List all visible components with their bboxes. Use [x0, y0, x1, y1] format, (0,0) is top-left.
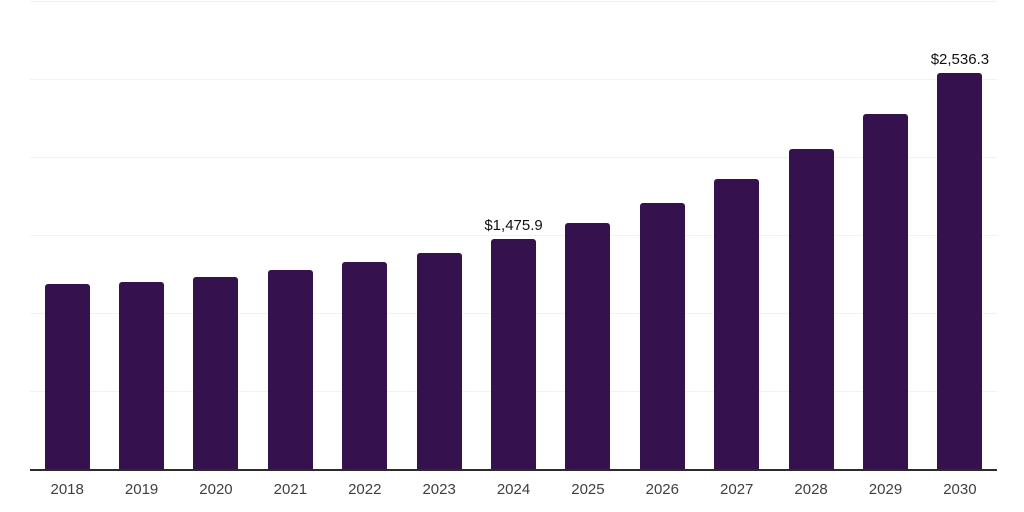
x-axis-labels: 2018 2019 2020 2021 2022 2023 2024 2025 2026 2027… [30, 480, 997, 500]
x-tick-2025: 2025 [571, 481, 605, 498]
bar-slot-2025 [551, 1, 625, 469]
bar-slot-2028 [774, 1, 848, 469]
x-tick-2020: 2020 [199, 481, 233, 498]
bar-slot-2030: $2,536.3 [923, 1, 997, 469]
bar-2020 [193, 276, 239, 469]
bar-2027 [714, 178, 760, 469]
x-tick-2022: 2022 [348, 481, 382, 498]
bar-slot-2022 [328, 1, 402, 469]
bar-2030 [937, 73, 983, 469]
bar-slot-2027 [700, 1, 774, 469]
value-label-2030: $2,536.3 [930, 51, 990, 69]
x-tick-2029: 2029 [868, 481, 903, 498]
bar-2022 [342, 262, 388, 469]
gridline [30, 235, 997, 236]
gridline [30, 157, 997, 158]
x-tick-2019: 2019 [124, 481, 159, 498]
bar-2024 [491, 238, 537, 469]
bar-2021 [267, 270, 313, 469]
value-label-2024: $1,475.9 [484, 216, 543, 234]
bar-slot-2023 [402, 1, 476, 469]
bar-2018 [44, 283, 90, 469]
x-tick-2023: 2023 [422, 481, 456, 498]
bars-row: $1,475.9 $2,536.3 [30, 1, 997, 469]
x-tick-2021: 2021 [273, 481, 308, 498]
x-tick-2028: 2028 [794, 481, 828, 498]
plot-area: $1,475.9 $2,536.3 [30, 1, 997, 471]
x-tick-2026: 2026 [645, 481, 679, 498]
x-tick-2018: 2018 [50, 481, 84, 498]
bar-2019 [119, 281, 165, 469]
bar-slot-2018 [30, 1, 104, 469]
x-tick-2024: 2024 [496, 481, 531, 498]
bar-slot-2020 [179, 1, 253, 469]
gridline [30, 79, 997, 80]
bar-slot-2019 [104, 1, 178, 469]
bar-2025 [565, 223, 611, 469]
bar-2023 [416, 253, 462, 469]
bar-slot-2021 [253, 1, 327, 469]
bar-slot-2029 [848, 1, 922, 469]
gridline [30, 1, 997, 2]
bar-slot-2024: $1,475.9 [476, 1, 550, 469]
x-tick-2030: 2030 [943, 481, 977, 498]
x-axis-line [30, 469, 997, 471]
bar-slot-2026 [625, 1, 699, 469]
x-tick-2027: 2027 [720, 481, 754, 498]
bar-2026 [639, 203, 685, 469]
bar-2029 [862, 114, 908, 469]
bar-2028 [788, 148, 834, 469]
